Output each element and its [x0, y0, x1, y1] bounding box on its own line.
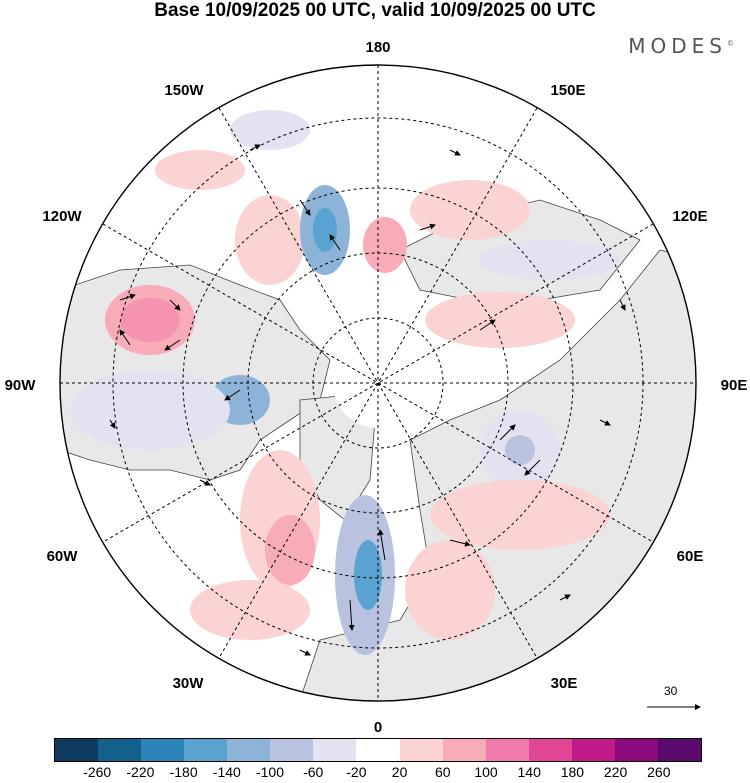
wind-vectors — [109, 144, 626, 656]
lon-label-150w: 150W — [164, 82, 204, 99]
map-boundary — [59, 64, 697, 702]
colorbar-swatch — [55, 739, 99, 761]
colorbar-swatch — [657, 739, 701, 761]
colorbar-swatch — [614, 739, 658, 761]
colorbar-swatch — [270, 739, 314, 761]
colorbar-label: -260 — [83, 764, 112, 780]
colorbar-label: 20 — [391, 764, 408, 780]
lon-label-30e: 30E — [551, 675, 578, 692]
lon-label-150e: 150E — [550, 82, 585, 99]
lon-label-0: 0 — [374, 719, 382, 736]
colorbar-label: 260 — [647, 764, 671, 780]
reference-vector-value: 30 — [664, 684, 678, 698]
lon-label-30w: 30W — [173, 675, 205, 692]
colorbar-label: -20 — [346, 764, 367, 780]
colorbar-swatch — [528, 739, 572, 761]
colorbar-swatch — [227, 739, 271, 761]
polar-map: 180 150E 120E 90E 60E 30E 0 30W 60W 90W … — [5, 39, 748, 736]
colorbar-swatch — [141, 739, 185, 761]
colorbar-label: -180 — [169, 764, 198, 780]
colorbar — [54, 738, 702, 762]
colorbar-label: 220 — [603, 764, 628, 780]
lon-label-90w: 90W — [5, 377, 37, 394]
colorbar-label: -60 — [303, 764, 324, 780]
lon-label-90e: 90E — [721, 377, 748, 394]
colorbar-swatch — [356, 739, 400, 761]
lon-label-60w: 60W — [47, 548, 79, 565]
lon-label-120w: 120W — [42, 208, 82, 225]
colorbar-swatch — [184, 739, 228, 761]
colorbar-label: -220 — [126, 764, 155, 780]
modes-logo: MODES© — [628, 34, 734, 58]
colorbar-swatch — [442, 739, 486, 761]
colorbar-label: 140 — [517, 764, 541, 780]
colorbar-swatch — [485, 739, 529, 761]
longitude-labels: 180 150E 120E 90E 60E 30E 0 30W 60W 90W … — [5, 39, 748, 736]
graticule — [60, 65, 696, 701]
chart-title: Base 10/09/2025 00 UTC, valid 10/09/2025… — [154, 0, 596, 21]
lon-label-60e: 60E — [677, 548, 704, 565]
colorbar-swatch — [571, 739, 615, 761]
colorbar-label: 100 — [474, 764, 498, 780]
colorbar-swatch — [98, 739, 142, 761]
colorbar-labels: -260 -220 -180 -140 -100 -60 -20 20 60 100 140 180 2… — [54, 764, 702, 782]
colorbar-label: -100 — [255, 764, 285, 780]
colorbar-label: 180 — [560, 764, 585, 780]
colorbar-label: 60 — [435, 764, 451, 780]
lon-label-120e: 120E — [672, 208, 707, 225]
colorbar-swatch — [313, 739, 357, 761]
colorbar-swatch — [399, 739, 443, 761]
lon-label-180: 180 — [365, 39, 390, 56]
colorbar-label: -140 — [212, 764, 241, 780]
